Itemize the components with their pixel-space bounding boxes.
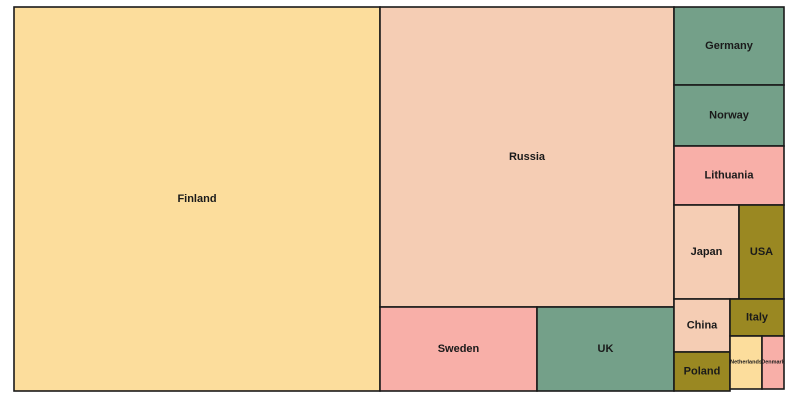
tile-poland xyxy=(673,351,731,392)
tile-uk xyxy=(536,306,675,392)
tile-russia xyxy=(379,6,675,308)
tile-label-usa: USA xyxy=(750,246,773,258)
tile-label-uk: UK xyxy=(598,343,614,355)
tile-sweden xyxy=(379,306,538,392)
tile-label-italy: Italy xyxy=(746,312,769,324)
tile-label-denmark: Denmark xyxy=(761,360,785,366)
tile-label-germany: Germany xyxy=(705,40,754,52)
tile-china xyxy=(673,298,731,353)
tile-italy xyxy=(729,298,785,337)
tile-label-japan: Japan xyxy=(691,246,723,258)
tile-label-finland: Finland xyxy=(177,193,216,205)
tile-label-norway: Norway xyxy=(709,110,750,122)
tile-label-lithuania: Lithuania xyxy=(705,170,755,182)
tile-label-china: China xyxy=(687,320,718,332)
tile-japan xyxy=(673,204,740,300)
tile-label-poland: Poland xyxy=(684,366,721,378)
tile-denmark xyxy=(761,335,785,390)
tile-label-sweden: Sweden xyxy=(438,343,480,355)
tile-label-russia: Russia xyxy=(509,151,546,163)
tile-label-netherlands: Netherlands xyxy=(730,360,762,366)
tile-finland xyxy=(13,6,381,392)
tile-norway xyxy=(673,84,785,147)
tile-netherlands xyxy=(729,335,763,390)
